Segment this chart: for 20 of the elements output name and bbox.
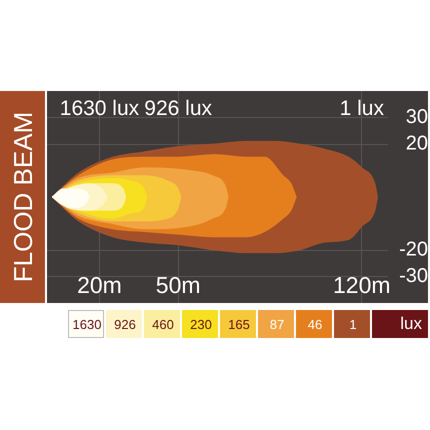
y-tick-label: -20 xyxy=(399,238,428,261)
legend-label: 165 xyxy=(228,316,250,332)
legend-label: 460 xyxy=(152,316,174,332)
text: FLOOD BEAM xyxy=(8,112,38,282)
y-tick-label: 20 xyxy=(406,132,428,155)
legend-label: 1 xyxy=(349,316,357,332)
x-tick-label: 50m xyxy=(156,272,201,298)
annotation: 1630 lux xyxy=(60,96,140,120)
annotation: 926 lux xyxy=(144,96,213,120)
legend-title: lux xyxy=(372,310,428,338)
annotation: 1 lux xyxy=(340,96,384,120)
y-tick-label: 30 xyxy=(406,106,428,128)
legend-label: 1630 xyxy=(72,316,102,332)
x-tick-label: 20m xyxy=(77,272,122,298)
legend-label: 46 xyxy=(308,316,322,332)
y-tick-label: -30 xyxy=(399,265,428,288)
legend-label: 230 xyxy=(190,316,212,332)
x-tick-label: 120m xyxy=(332,272,391,298)
legend-label: 926 xyxy=(114,316,136,332)
legend-label: 87 xyxy=(270,316,284,332)
